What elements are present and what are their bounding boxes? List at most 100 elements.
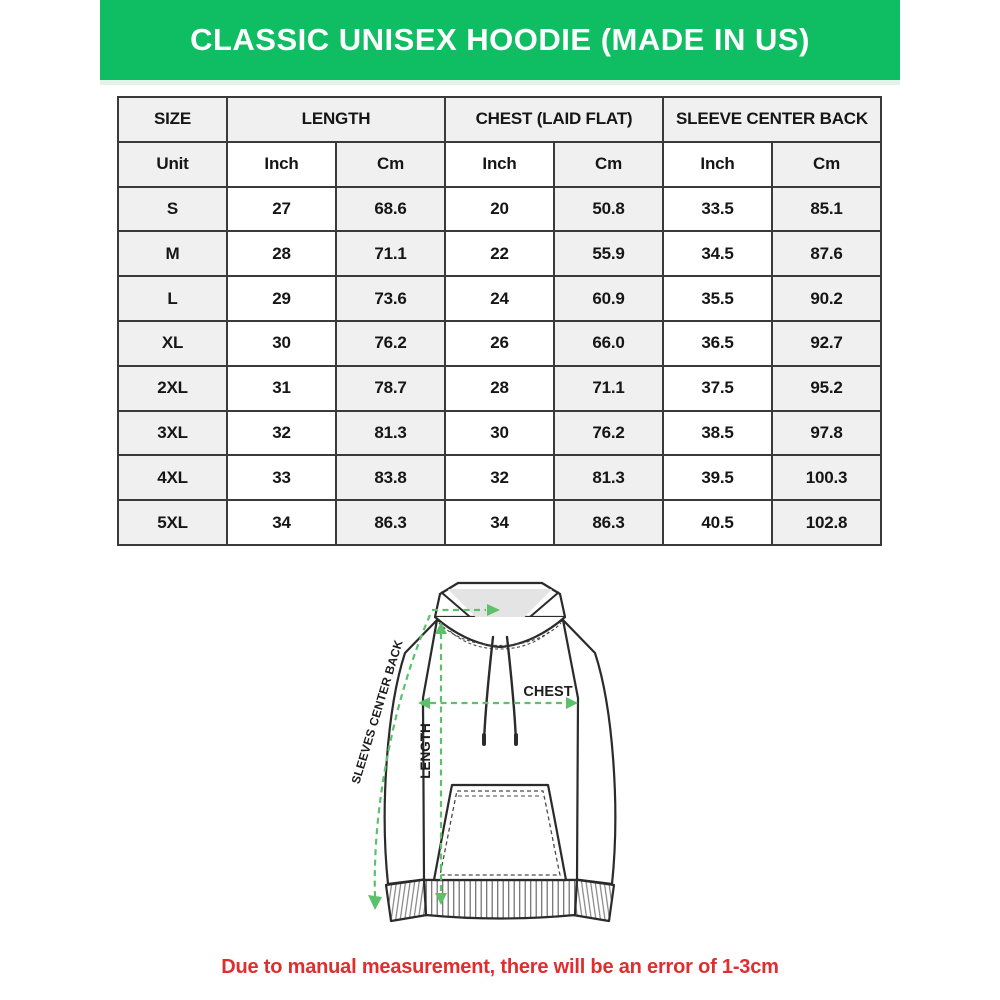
size-cell: M: [117, 230, 228, 278]
value-cell: 31: [226, 364, 337, 412]
col-header-sleeve: SLEEVE CENTER BACK: [662, 96, 882, 143]
drawstrings: [482, 635, 518, 746]
collar-stitch-2: [449, 630, 551, 650]
value-cell: 76.2: [335, 319, 446, 367]
unit-header-row: Unit Inch Cm Inch Cm Inch Cm: [117, 140, 882, 188]
table-row: 5XL 34 86.3 34 86.3 40.5 102.8: [117, 499, 882, 546]
pocket-stitching: [439, 790, 561, 876]
value-cell: 85.1: [771, 185, 882, 233]
value-cell: 102.8: [771, 499, 882, 546]
hem-band: [422, 878, 579, 920]
value-cell: 35.5: [662, 275, 773, 322]
collar-stitch-1: [438, 622, 562, 646]
kangaroo-pocket: [432, 783, 568, 882]
unit-cell: Unit: [117, 140, 228, 188]
value-cell: 78.7: [335, 364, 446, 412]
group-header-row: SIZE LENGTH CHEST (LAID FLAT) SLEEVE CEN…: [117, 96, 882, 143]
value-cell: 34.5: [662, 230, 773, 278]
collar-rim: [434, 616, 566, 649]
value-cell: 66.0: [553, 319, 664, 367]
page-title: CLASSIC UNISEX HOODIE (MADE IN US): [190, 22, 810, 57]
value-cell: 24: [444, 275, 555, 322]
value-cell: 92.7: [771, 319, 882, 367]
value-cell: 76.2: [553, 409, 664, 457]
value-cell: 37.5: [662, 364, 773, 412]
col-header-length: LENGTH: [226, 96, 446, 143]
table-row: S 27 68.6 20 50.8 33.5 85.1: [117, 185, 882, 233]
table-row: XL 30 76.2 26 66.0 36.5 92.7: [117, 319, 882, 367]
col-header-chest: CHEST (LAID FLAT): [444, 96, 664, 143]
value-cell: 86.3: [335, 499, 446, 546]
value-cell: 97.8: [771, 409, 882, 457]
size-cell: 4XL: [117, 454, 228, 502]
value-cell: 100.3: [771, 454, 882, 502]
value-cell: 28: [226, 230, 337, 278]
value-cell: 81.3: [553, 454, 664, 502]
value-cell: 55.9: [553, 230, 664, 278]
value-cell: 40.5: [662, 499, 773, 546]
sleeve-arrowhead: [368, 895, 382, 910]
value-cell: 22: [444, 230, 555, 278]
value-cell: 50.8: [553, 185, 664, 233]
unit-cell: Cm: [553, 140, 664, 188]
value-cell: 26: [444, 319, 555, 367]
unit-cell: Inch: [662, 140, 773, 188]
length-arrowhead-top: [435, 622, 447, 634]
value-cell: 36.5: [662, 319, 773, 367]
measurement-arrows: [368, 604, 578, 910]
table-row: 2XL 31 78.7 28 71.1 37.5 95.2: [117, 364, 882, 412]
unit-cell: Inch: [226, 140, 337, 188]
value-cell: 32: [226, 409, 337, 457]
unit-cell: Cm: [771, 140, 882, 188]
value-cell: 27: [226, 185, 337, 233]
length-arrowhead-bottom: [435, 893, 447, 905]
value-cell: 81.3: [335, 409, 446, 457]
value-cell: 71.1: [553, 364, 664, 412]
size-chart-table: SIZE LENGTH CHEST (LAID FLAT) SLEEVE CEN…: [117, 96, 882, 546]
table-row: M 28 71.1 22 55.9 34.5 87.6: [117, 230, 882, 278]
value-cell: 87.6: [771, 230, 882, 278]
value-cell: 60.9: [553, 275, 664, 322]
value-cell: 86.3: [553, 499, 664, 546]
value-cell: 38.5: [662, 409, 773, 457]
value-cell: 95.2: [771, 364, 882, 412]
hood-inner: [448, 589, 552, 642]
table-row: 4XL 33 83.8 32 81.3 39.5 100.3: [117, 454, 882, 502]
value-cell: 33: [226, 454, 337, 502]
value-cell: 30: [226, 319, 337, 367]
value-cell: 71.1: [335, 230, 446, 278]
measurement-error-note: Due to manual measurement, there will be…: [221, 956, 779, 978]
title-banner: CLASSIC UNISEX HOODIE (MADE IN US): [100, 0, 900, 80]
value-cell: 33.5: [662, 185, 773, 233]
value-cell: 30: [444, 409, 555, 457]
unit-cell: Inch: [444, 140, 555, 188]
size-cell: 5XL: [117, 499, 228, 546]
size-cell: L: [117, 275, 228, 322]
value-cell: 90.2: [771, 275, 882, 322]
chest-label: CHEST: [523, 684, 572, 700]
table-row: L 29 73.6 24 60.9 35.5 90.2: [117, 275, 882, 322]
size-cell: XL: [117, 319, 228, 367]
value-cell: 34: [444, 499, 555, 546]
value-cell: 32: [444, 454, 555, 502]
unit-cell: Cm: [335, 140, 446, 188]
hoodie-measurement-diagram: CHEST LENGTH SLEEVES CENTER BACK: [330, 563, 680, 950]
sleeve-arrow-line: [373, 614, 432, 898]
value-cell: 20: [444, 185, 555, 233]
size-cell: S: [117, 185, 228, 233]
value-cell: 39.5: [662, 454, 773, 502]
hood: [433, 581, 567, 650]
size-cell: 3XL: [117, 409, 228, 457]
value-cell: 68.6: [335, 185, 446, 233]
chest-arrowhead-left: [418, 697, 430, 709]
value-cell: 28: [444, 364, 555, 412]
value-cell: 73.6: [335, 275, 446, 322]
col-header-size: SIZE: [117, 96, 228, 143]
value-cell: 34: [226, 499, 337, 546]
chest-arrowhead-right: [566, 697, 578, 709]
size-cell: 2XL: [117, 364, 228, 412]
neck-arrowhead: [487, 604, 500, 616]
value-cell: 29: [226, 275, 337, 322]
value-cell: 83.8: [335, 454, 446, 502]
